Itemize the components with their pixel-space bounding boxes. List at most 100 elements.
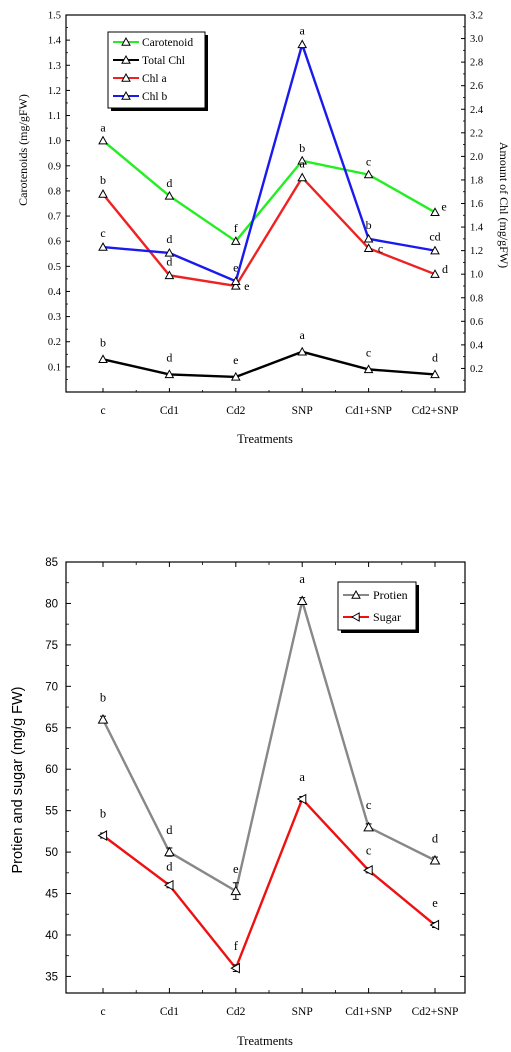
significance-letter: c [366,345,371,359]
legend-label: Carotenoid [142,37,193,49]
data-point [363,364,374,374]
significance-letter: d [166,254,172,268]
significance-letter: d [442,262,448,276]
y-tick-label: 65 [45,723,58,735]
y-right-tick-label: 1.0 [470,270,483,281]
significance-letter: a [300,328,306,342]
significance-letter: d [166,859,173,873]
chart-pigments: 0.1 0.2 0.3 0.4 0.5 0.6 0.7 0.8 0.9 1.0 1.1 1.2 1.3 1… [16,11,511,447]
significance-letter: a [300,157,306,171]
legend-marker [350,612,360,622]
significance-letter: c [366,155,371,169]
x-tick-label: Cd2 [226,1006,245,1018]
x-tick-label: SNP [292,1006,313,1018]
legend-label: Protien [373,588,408,602]
legend-label: Sugar [373,610,401,624]
y-left-tick-label: 0.2 [48,337,61,348]
y-tick-label: 85 [45,557,58,569]
x-tick-label: Cd1 [160,405,179,417]
legend-marker [351,589,361,599]
legend-marker [121,72,131,82]
significance-letter: c [100,226,105,240]
y-right-tick-label: 0.4 [470,340,484,351]
y-right-tick-label: 1.8 [470,175,483,186]
data-point [164,190,175,200]
significance-letter: c [366,843,372,857]
y-axis-label: Protien and sugar (mg/g FW) [10,687,26,874]
data-point [363,233,374,243]
y-left-tick-label: 0.1 [48,362,61,373]
x-tick-label: Cd2 [226,405,245,417]
significance-letter: d [432,831,439,845]
y-right-tick-label: 0.8 [470,293,483,304]
x-tick-label: c [100,1006,105,1018]
significance-letter: d [166,350,172,364]
y-right-tick-label: 2.4 [470,105,484,116]
data-point [164,270,175,280]
significance-letter: b [100,335,106,349]
data-point [430,269,440,278]
y-right-tick-label: 2.6 [470,81,483,92]
data-point [98,242,108,251]
data-point [98,189,108,198]
y-left-tick-label: 1.3 [48,61,61,72]
legend-marker [121,54,131,64]
x-axis-label: Treatments [237,432,293,446]
significance-letter: e [233,260,238,274]
data-point [363,169,374,179]
y-left-tick-label: 0.9 [48,161,61,172]
y-left-tick-label: 0.8 [48,186,61,197]
data-point [164,247,175,257]
significance-letter: e [233,862,239,876]
significance-letter: a [300,23,306,37]
y-left-tick-label: 0.3 [48,312,61,323]
data-point [230,371,241,381]
y-tick-label: 80 [45,598,58,610]
x-tick-label: c [100,405,105,417]
legend-marker [121,90,131,100]
legend-label: Total Chl [142,55,185,67]
data-point [163,879,174,891]
x-tick-label: SNP [292,405,313,417]
data-point [430,207,440,216]
significance-letter: e [432,896,438,910]
significance-letter: c [378,241,383,255]
significance-letter: d [166,823,173,837]
data-point [363,864,373,876]
series-line [102,175,436,288]
data-point [297,346,308,356]
y-left-tick-label: 1.4 [48,36,62,47]
significance-letter: b [100,807,106,821]
y-tick-label: 70 [45,681,58,693]
significance-letter: a [299,770,305,784]
y-right-tick-label: 0.6 [470,317,483,328]
series-line [102,796,436,971]
data-point [164,369,175,379]
significance-letter: f [234,939,239,953]
x-tick-label: Cd1 [160,1006,179,1018]
significance-letter: a [299,572,305,586]
y-left-tick-label: 1.1 [48,111,61,122]
significance-letter: cd [429,230,440,244]
y-tick-label: 55 [45,806,58,818]
y-left-tick-label: 0.7 [48,212,61,223]
y-tick-label: 45 [45,889,58,901]
y-left-tick-label: 0.6 [48,237,61,248]
x-tick-label: Cd1+SNP [345,405,392,417]
data-point [297,39,308,49]
x-tick-label: Cd2+SNP [412,405,459,417]
legend-label: Chl b [142,91,167,103]
data-point [230,276,241,285]
data-point [430,245,440,255]
series-line [102,40,436,283]
data-point [230,280,241,290]
data-point [297,155,308,165]
data-point [230,962,240,974]
legend-box [337,581,417,631]
legend-marker [121,36,131,46]
data-point [98,354,108,364]
significance-letter: f [234,221,238,235]
data-point [230,885,242,896]
y-right-tick-label: 1.2 [470,246,483,257]
significance-letter: b [299,141,305,155]
